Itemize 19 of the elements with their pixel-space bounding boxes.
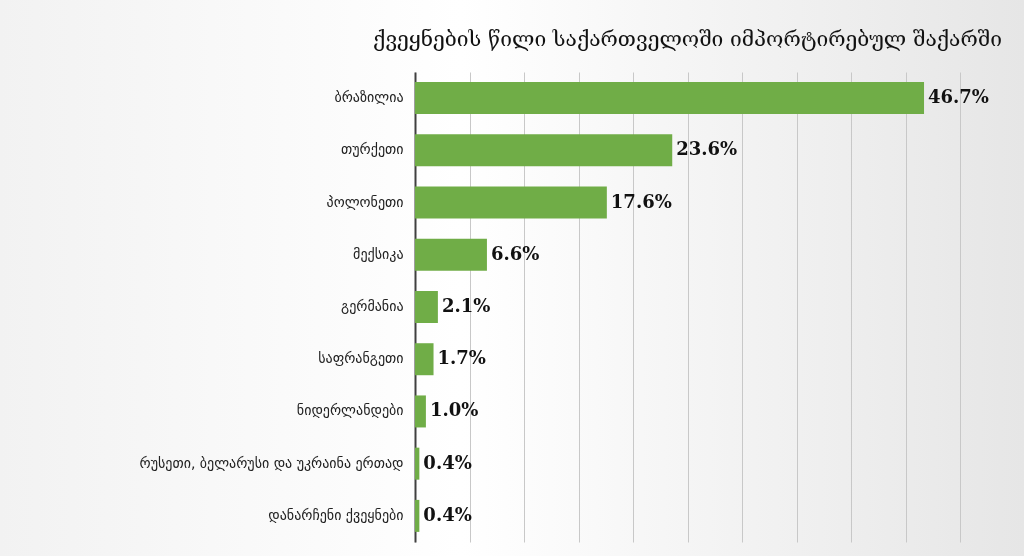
y-tick-label: საფრანგეთი: [318, 350, 404, 367]
y-tick-label: ნიდერლანდები: [296, 402, 404, 419]
data-label: 17.6%: [610, 190, 672, 212]
data-label: 23.6%: [676, 138, 738, 160]
data-label: 0.4%: [423, 503, 472, 525]
y-tick-label: მექსიკა: [353, 245, 404, 262]
data-label: 2.1%: [441, 295, 491, 316]
y-tick-label: თურქეთი: [341, 141, 404, 158]
y-tick-label: ბრაზილია: [334, 89, 404, 106]
data-label: 1.0%: [429, 399, 479, 421]
data-label: 0.4%: [423, 451, 472, 473]
data-label: 6.6%: [490, 242, 540, 264]
y-tick-label: რუსეთი, ბელარუსი და უკრაინა ერთად: [139, 454, 404, 471]
y-tick-label: დანარჩენი ქვეყნები: [268, 506, 404, 523]
chart-title: ქვეყნების წილი საქართველოში იმპორტირებულ შაქარში: [373, 27, 1002, 51]
y-tick-label: გერმანია: [341, 298, 404, 314]
data-label: 1.7%: [437, 347, 486, 369]
data-label: 46.7%: [928, 86, 989, 108]
y-tick-label: პოლონეთი: [326, 193, 404, 210]
